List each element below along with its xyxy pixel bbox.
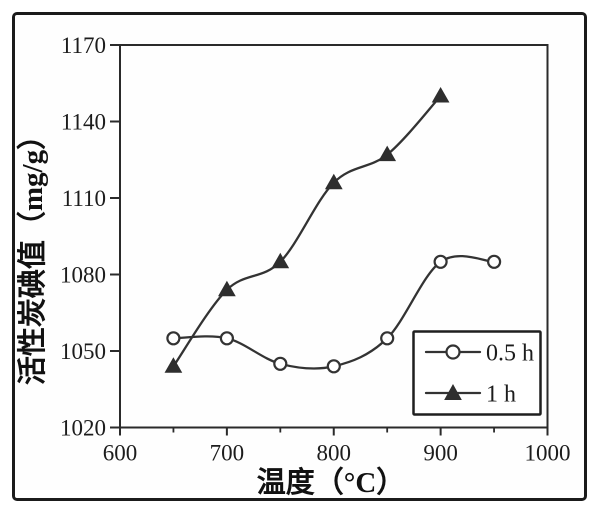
legend-circle-marker-icon xyxy=(445,344,461,360)
y-tick-label: 1050 xyxy=(60,339,106,364)
y-tick-label: 1020 xyxy=(60,416,106,441)
x-tick-label: 800 xyxy=(317,441,352,466)
legend: 0.5 h 1 h xyxy=(412,330,542,416)
data-point-triangle-marker xyxy=(324,173,343,190)
legend-entry-1h: 1 h xyxy=(424,381,516,407)
data-point-circle-marker xyxy=(219,331,234,346)
data-point-triangle-marker xyxy=(431,86,450,103)
legend-label-0-5h: 0.5 h xyxy=(486,340,534,366)
x-tick-label: 700 xyxy=(210,441,245,466)
y-tick-label: 1140 xyxy=(61,110,106,135)
legend-triangle-marker-icon xyxy=(444,383,462,400)
y-tick-label: 1110 xyxy=(62,186,106,211)
plot-area xyxy=(119,44,549,429)
y-tick-label: 1080 xyxy=(60,263,106,288)
y-tick-label: 1170 xyxy=(61,33,106,58)
data-point-circle-marker xyxy=(273,356,288,371)
series-line-1h xyxy=(172,94,442,368)
data-point-triangle-marker xyxy=(378,145,397,162)
data-point-circle-marker xyxy=(326,359,341,374)
data-point-triangle-marker xyxy=(164,357,183,373)
data-point-circle-marker xyxy=(433,254,448,269)
data-point-circle-marker xyxy=(166,331,181,346)
y-axis-title: 活性炭碘值（mg/g） xyxy=(16,121,49,385)
data-point-circle-marker xyxy=(487,254,502,269)
x-tick-label: 900 xyxy=(423,441,458,466)
legend-label-1h: 1 h xyxy=(486,381,516,407)
axes-layer: 1020 1050 1080 1110 1140 1170 600 700 800 900 1000 xyxy=(60,33,571,465)
data-point-triangle-marker xyxy=(218,280,236,297)
data-point-circle-marker xyxy=(380,331,395,346)
x-tick-label: 1000 xyxy=(525,441,571,466)
x-tick-label: 600 xyxy=(103,441,138,466)
legend-entry-0-5h: 0.5 h xyxy=(424,340,534,366)
x-axis-title: 温度（°C） xyxy=(257,466,406,499)
series-layer xyxy=(164,86,502,374)
data-point-triangle-marker xyxy=(271,252,290,269)
